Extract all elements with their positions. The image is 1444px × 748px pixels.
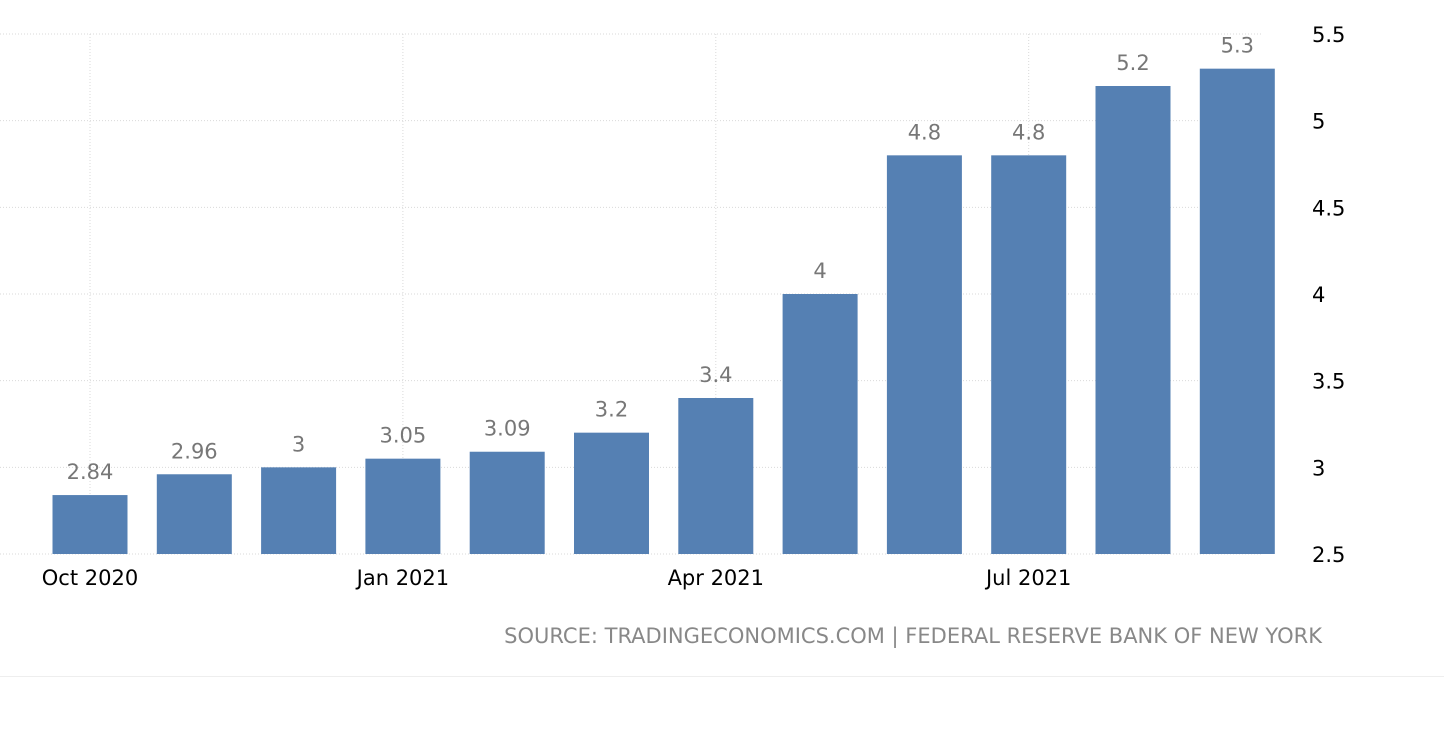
data-label: 5.2 bbox=[1116, 51, 1149, 75]
x-tick-label: Jul 2021 bbox=[984, 566, 1071, 590]
footer-divider bbox=[0, 676, 1444, 677]
data-label: 3.09 bbox=[484, 417, 531, 441]
x-tick-label: Jan 2021 bbox=[355, 566, 450, 590]
y-tick-label: 3.5 bbox=[1312, 370, 1345, 394]
bar bbox=[156, 474, 232, 554]
data-label: 3 bbox=[292, 432, 305, 456]
x-tick-label: Apr 2021 bbox=[668, 566, 764, 590]
bar bbox=[469, 451, 545, 554]
x-axis: Oct 2020 Jan 2021 Apr 2021 Jul 2021 bbox=[42, 566, 1072, 590]
y-tick-label: 2.5 bbox=[1312, 543, 1345, 567]
bar bbox=[678, 398, 754, 554]
data-label: 4 bbox=[813, 259, 826, 283]
y-tick-label: 5.5 bbox=[1312, 23, 1345, 47]
y-tick-label: 5 bbox=[1312, 110, 1325, 134]
bar bbox=[991, 155, 1067, 555]
bar bbox=[886, 155, 962, 555]
bar bbox=[261, 467, 337, 554]
bar bbox=[365, 458, 441, 554]
bar bbox=[52, 495, 128, 554]
data-label: 4.8 bbox=[1012, 120, 1045, 144]
bar-chart: 2.84 2.96 3 3.05 3.09 3.2 3.4 4 4.8 4.8 5.2 5.3 2.5… bbox=[0, 23, 1345, 590]
data-label: 4.8 bbox=[908, 120, 941, 144]
y-tick-label: 4 bbox=[1312, 283, 1325, 307]
y-axis: 2.5 3 3.5 4 4.5 5 5.5 bbox=[1312, 23, 1345, 567]
data-label: 2.96 bbox=[171, 439, 218, 463]
data-label: 3.4 bbox=[699, 363, 732, 387]
bar bbox=[1095, 86, 1171, 554]
source-note: SOURCE: TRADINGECONOMICS.COM | FEDERAL R… bbox=[504, 624, 1322, 648]
bar bbox=[1199, 68, 1275, 555]
data-label: 2.84 bbox=[67, 460, 114, 484]
data-label: 3.2 bbox=[595, 398, 628, 422]
bar bbox=[782, 294, 858, 554]
data-label: 5.3 bbox=[1221, 34, 1254, 58]
data-label: 3.05 bbox=[380, 424, 427, 448]
x-tick-label: Oct 2020 bbox=[42, 566, 138, 590]
bars bbox=[52, 68, 1275, 555]
bar bbox=[574, 432, 649, 554]
y-tick-label: 3 bbox=[1312, 456, 1325, 480]
value-labels: 2.84 2.96 3 3.05 3.09 3.2 3.4 4 4.8 4.8 5.2 5.3 bbox=[67, 34, 1254, 484]
y-tick-label: 4.5 bbox=[1312, 196, 1345, 220]
